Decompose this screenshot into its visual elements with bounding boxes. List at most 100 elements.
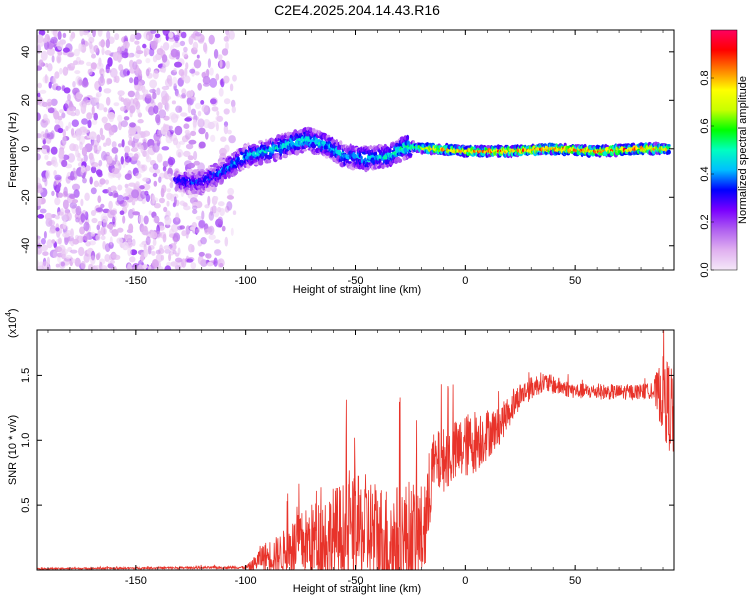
noise-speckle [197, 82, 202, 91]
noise-speckle [62, 219, 67, 230]
noise-speckle [44, 177, 48, 187]
noise-speckle [193, 150, 198, 161]
noise-speckle [195, 215, 203, 221]
noise-speckle [219, 263, 224, 268]
noise-speckle [111, 229, 119, 237]
spectrogram-x-ticks: -150 -100 -50 0 50 [47, 30, 664, 287]
noise-speckle [114, 154, 118, 163]
noise-speckle [97, 103, 105, 111]
noise-speckle [105, 96, 111, 106]
noise-speckle [75, 205, 82, 216]
noise-speckle [120, 156, 125, 165]
noise-speckle [88, 240, 96, 246]
snr-line-marks [37, 330, 674, 570]
noise-speckle [98, 86, 102, 93]
noise-speckle [97, 30, 103, 37]
noise-speckle [214, 249, 222, 256]
ridge-mark [666, 149, 671, 155]
ridge-mark [397, 158, 403, 163]
noise-speckle [37, 112, 41, 121]
noise-speckle [223, 121, 229, 127]
noise-speckle [228, 135, 236, 144]
noise-speckle [137, 119, 144, 124]
noise-speckle [145, 193, 151, 203]
ridge-mark [221, 159, 227, 163]
noise-speckle [41, 244, 48, 252]
noise-speckle [50, 36, 58, 44]
noise-speckle [194, 32, 202, 37]
noise-speckle [184, 117, 192, 122]
noise-speckle [89, 131, 97, 140]
noise-speckle [50, 146, 58, 155]
noise-speckle [61, 112, 66, 119]
y-tick-label: 0 [20, 146, 32, 152]
noise-speckle [177, 225, 183, 231]
snr-series-line [37, 330, 674, 570]
noise-speckle [195, 35, 201, 40]
noise-speckle [83, 233, 90, 241]
noise-speckle [183, 46, 188, 53]
noise-speckle [177, 247, 181, 255]
noise-speckle [44, 40, 50, 50]
noise-speckle [84, 192, 90, 201]
snr-scale-close: ) [7, 308, 19, 312]
noise-speckle [55, 227, 60, 232]
noise-speckle [209, 77, 218, 88]
noise-speckle [100, 265, 108, 270]
noise-speckle [116, 237, 123, 244]
spectrogram-panel: -150 -100 -50 0 50 -40 -20 0 20 40 Height of str… [7, 29, 675, 296]
noise-speckle [67, 93, 71, 102]
noise-speckle [62, 135, 67, 146]
noise-speckle [113, 192, 119, 198]
noise-speckle [135, 172, 142, 179]
noise-speckle [171, 100, 176, 105]
noise-speckle [88, 41, 93, 50]
noise-speckle [57, 192, 64, 198]
noise-speckle [142, 229, 150, 236]
noise-speckle [86, 112, 93, 120]
noise-speckle [173, 67, 177, 73]
noise-speckle [95, 149, 100, 155]
noise-speckle [128, 133, 132, 139]
noise-speckle [166, 200, 170, 207]
noise-speckle [44, 74, 48, 84]
noise-speckle [161, 95, 168, 106]
noise-speckle [174, 88, 179, 97]
noise-speckle [224, 144, 230, 153]
noise-speckle [232, 74, 237, 82]
noise-speckle [113, 102, 120, 107]
noise-speckle [183, 205, 191, 211]
noise-speckle [175, 257, 183, 263]
noise-speckle [132, 211, 141, 216]
ridge-mark [352, 153, 357, 159]
noise-speckle [217, 54, 223, 60]
noise-speckle [68, 103, 75, 111]
colorbar-label: Normalized spectral amplitude [737, 76, 749, 224]
noise-speckle [206, 262, 214, 267]
noise-speckle [129, 122, 136, 128]
noise-speckle [184, 129, 190, 135]
noise-speckle [83, 96, 88, 103]
noise-speckle [168, 125, 173, 130]
y-tick-label: -20 [20, 189, 32, 205]
noise-speckle [180, 31, 187, 39]
noise-speckle [136, 94, 145, 100]
noise-speckle [76, 156, 82, 162]
noise-speckle [230, 99, 236, 108]
noise-speckle [111, 141, 117, 148]
ridge-mark [302, 148, 307, 152]
x-tick-label: 0 [462, 275, 468, 287]
colorbar: 0.0 0.2 0.4 0.6 0.8 Normalized spectral ampl… [699, 29, 749, 278]
noise-speckle [122, 241, 129, 251]
noise-speckle [200, 237, 207, 245]
noise-speckle [91, 53, 96, 59]
noise-speckle [95, 234, 101, 241]
noise-speckle [185, 231, 189, 239]
noise-speckle [109, 209, 117, 216]
noise-speckle [198, 127, 206, 135]
ridge-mark [194, 190, 198, 194]
noise-speckle [87, 33, 92, 38]
noise-speckle [136, 108, 141, 114]
noise-speckle [205, 253, 212, 259]
